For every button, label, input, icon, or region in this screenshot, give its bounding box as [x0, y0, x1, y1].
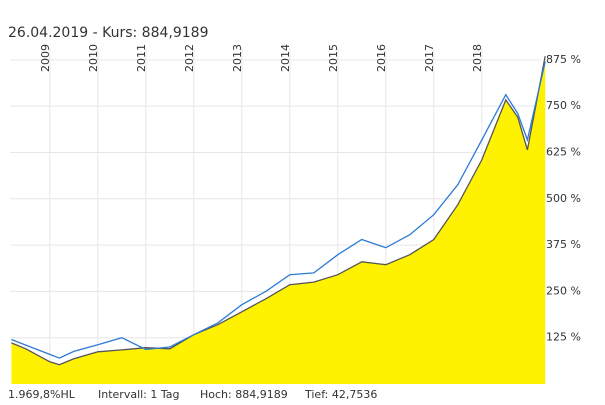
y-tick-label: 875 %: [546, 53, 581, 66]
x-tick-label: 2014: [279, 44, 292, 72]
y-tick-label: 125 %: [546, 331, 581, 344]
x-tick-label: 2012: [183, 44, 196, 72]
area: [11, 56, 546, 384]
footer-stat: Hoch: 884,9189: [200, 388, 288, 401]
x-tick-label: 2010: [87, 44, 100, 72]
chart-title: 26.04.2019 - Kurs: 884,9189: [8, 25, 208, 41]
line: [11, 61, 546, 359]
x-tick-label: 2016: [375, 44, 388, 72]
x-tick-label: 2011: [135, 44, 148, 72]
y-tick-label: 625 %: [546, 145, 581, 158]
area-outline: [11, 55, 546, 366]
x-tick-label: 2009: [39, 44, 52, 72]
y-tick-label: 500 %: [546, 192, 581, 205]
footer-stat: Tief: 42,7536: [304, 388, 377, 401]
y-tick-label: 375 %: [546, 238, 581, 251]
x-tick-label: 2018: [471, 44, 484, 72]
x-tick-label: 2013: [231, 44, 244, 72]
footer-stat: Intervall: 1 Tag: [98, 388, 180, 401]
y-tick-label: 250 %: [546, 284, 581, 297]
y-tick-label: 750 %: [546, 99, 581, 112]
x-tick-label: 2017: [423, 44, 436, 72]
x-tick-label: 2015: [327, 44, 340, 72]
footer-stat: 1.969,8%HL: [8, 388, 76, 401]
